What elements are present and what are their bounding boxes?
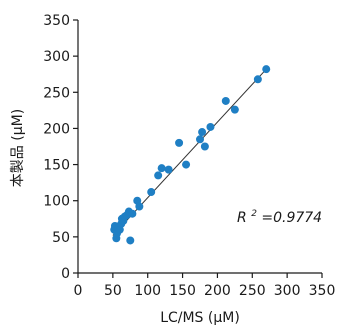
data-point <box>262 65 271 74</box>
y-tick-label: 100 <box>43 194 70 210</box>
y-tick-label: 250 <box>43 85 70 101</box>
y-tick-label: 350 <box>43 13 70 29</box>
r-value: =0.9774 <box>261 210 322 226</box>
y-tick-label: 200 <box>43 121 70 137</box>
x-axis-title: LC/MS (μM) <box>160 310 240 326</box>
x-tick-label: 300 <box>274 283 301 299</box>
r-symbol: R <box>237 210 247 226</box>
data-point <box>196 135 204 144</box>
data-point <box>175 138 184 147</box>
y-tick-label: 0 <box>61 266 70 282</box>
data-point <box>126 236 135 245</box>
data-point <box>157 164 166 173</box>
data-point <box>206 122 215 131</box>
x-tick-label: 200 <box>204 283 231 299</box>
data-point <box>198 128 207 137</box>
data-point <box>128 209 137 218</box>
x-tick-label: 0 <box>74 283 83 299</box>
data-point <box>154 171 163 180</box>
r-superscript: 2 <box>251 209 257 219</box>
data-point <box>147 188 156 197</box>
data-point <box>200 142 209 151</box>
r-squared-annotation: R 2 =0.9774 <box>237 204 322 226</box>
y-axis-title: 本製品 (μM) <box>10 109 26 187</box>
y-tick-label: 150 <box>43 158 70 174</box>
x-tick-label: 50 <box>104 283 122 299</box>
x-tick-label: 100 <box>134 283 161 299</box>
data-point <box>135 202 144 211</box>
data-point <box>253 75 262 84</box>
x-tick-label: 250 <box>239 283 266 299</box>
data-point <box>164 165 173 174</box>
x-tick-label: 350 <box>309 283 336 299</box>
data-point <box>221 96 230 105</box>
plot-area <box>77 20 322 274</box>
x-tick-label: 150 <box>169 283 196 299</box>
axis-ticks: 0 50 100 150 200 250 300 350 0 50 100 150 200 250 300 3… <box>43 13 335 299</box>
y-tick-label: 300 <box>43 49 70 65</box>
y-tick-label: 50 <box>52 230 70 246</box>
data-point <box>230 105 239 114</box>
data-point <box>182 160 191 169</box>
